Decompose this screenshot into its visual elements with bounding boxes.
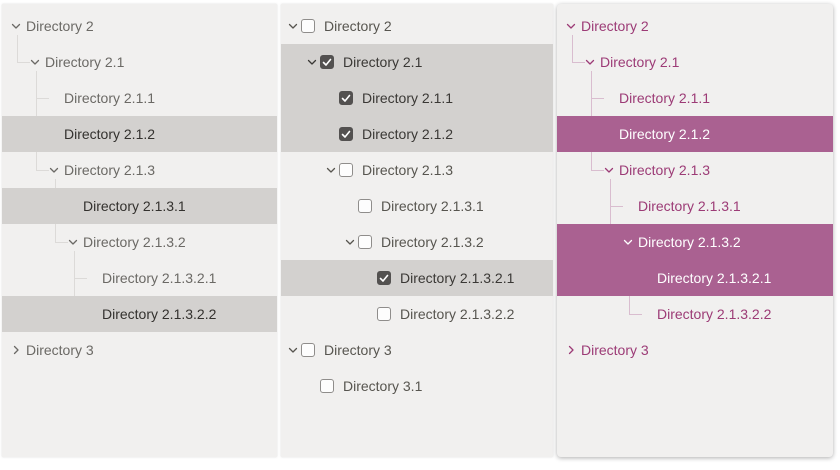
tree-item-label: Directory 3.1 xyxy=(343,378,423,394)
tree-item[interactable]: Directory 2.1.1 xyxy=(557,80,833,116)
tree-item-label: Directory 2.1.3.2.2 xyxy=(657,306,772,322)
tree-item[interactable]: Directory 2 xyxy=(2,8,277,44)
chevron-down-icon[interactable] xyxy=(306,56,320,68)
tree-rows: Directory 2 Directory 2.1 Directory 2.1.1 D… xyxy=(281,8,553,404)
tree-rows: Directory 2 Directory 2.1 Directory 2.1.1 D… xyxy=(2,8,277,368)
tree-item-label: Directory 2.1.3.2.2 xyxy=(400,306,515,322)
chevron-down-icon[interactable] xyxy=(287,344,301,356)
tree-panel-checkbox: Directory 2 Directory 2.1 Directory 2.1.1 D… xyxy=(281,4,553,457)
chevron-down-icon[interactable] xyxy=(603,164,619,176)
chevron-right-icon[interactable] xyxy=(10,344,26,356)
tree-item[interactable]: Directory 2 xyxy=(557,8,833,44)
tree-item[interactable]: Directory 2.1.3.2.1 xyxy=(2,260,277,296)
tree-item-label: Directory 2.1.1 xyxy=(362,90,454,106)
checkbox-unchecked[interactable] xyxy=(377,307,391,321)
tree-item-label: Directory 2 xyxy=(26,18,94,34)
checkbox-checked[interactable] xyxy=(339,127,353,141)
chevron-right-icon[interactable] xyxy=(565,344,581,356)
tree-item-label: Directory 2.1.2 xyxy=(362,126,454,142)
chevron-down-icon[interactable] xyxy=(67,236,83,248)
tree-item-label: Directory 2.1.3 xyxy=(64,162,156,178)
tree-item[interactable]: Directory 2.1.3.2 xyxy=(281,224,553,260)
tree-item-label: Directory 2.1.3.2.2 xyxy=(102,306,217,322)
tree-item[interactable]: Directory 3 xyxy=(557,332,833,368)
tree-item-label: Directory 2 xyxy=(324,18,392,34)
tree-item[interactable]: Directory 2.1 xyxy=(557,44,833,80)
tree-item-label: Directory 2.1.3.2.1 xyxy=(400,270,515,286)
tree-item[interactable]: Directory 2.1.3.2 xyxy=(557,224,833,260)
tree-item[interactable]: Directory 2.1.3.2.2 xyxy=(2,296,277,332)
chevron-down-icon[interactable] xyxy=(48,164,64,176)
checkbox-unchecked[interactable] xyxy=(358,235,372,249)
tree-panel-basic: Directory 2 Directory 2.1 Directory 2.1.1 D… xyxy=(2,4,277,457)
tree-item[interactable]: Directory 2.1.3.2.2 xyxy=(281,296,553,332)
chevron-down-icon[interactable] xyxy=(29,56,45,68)
tree-item[interactable]: Directory 2.1.3.2.1 xyxy=(281,260,553,296)
tree-item-label: Directory 2.1.3 xyxy=(362,162,454,178)
tree-item-label: Directory 2.1.2 xyxy=(619,126,711,142)
checkbox-checked[interactable] xyxy=(339,91,353,105)
chevron-down-icon[interactable] xyxy=(565,20,581,32)
tree-item[interactable]: Directory 2.1.3 xyxy=(557,152,833,188)
tree-item[interactable]: Directory 3 xyxy=(2,332,277,368)
tree-item-label: Directory 3 xyxy=(26,342,94,358)
tree-item[interactable]: Directory 2.1 xyxy=(281,44,553,80)
tree-item-label: Directory 2.1 xyxy=(343,54,423,70)
tree-item[interactable]: Directory 2.1.3.1 xyxy=(2,188,277,224)
tree-item-label: Directory 2.1.1 xyxy=(64,90,156,106)
tree-item-label: Directory 2.1.2 xyxy=(64,126,156,142)
checkbox-unchecked[interactable] xyxy=(358,199,372,213)
checkbox-unchecked[interactable] xyxy=(339,163,353,177)
tree-item-label: Directory 2.1 xyxy=(600,54,680,70)
tree-item[interactable]: Directory 2.1.2 xyxy=(557,116,833,152)
tree-panel-themed: Directory 2 Directory 2.1 Directory 2.1.1 D… xyxy=(557,4,833,457)
tree-item-label: Directory 2.1.3.2.1 xyxy=(102,270,217,286)
tree-item[interactable]: Directory 2.1.3.2 xyxy=(2,224,277,260)
tree-item[interactable]: Directory 2.1.3 xyxy=(281,152,553,188)
checkbox-checked[interactable] xyxy=(320,55,334,69)
tree-item[interactable]: Directory 2.1.1 xyxy=(281,80,553,116)
tree-item-label: Directory 2.1 xyxy=(45,54,125,70)
tree-item[interactable]: Directory 2.1.2 xyxy=(281,116,553,152)
tree-item[interactable]: Directory 2.1.1 xyxy=(2,80,277,116)
tree-item-label: Directory 2.1.1 xyxy=(619,90,711,106)
tree-rows: Directory 2 Directory 2.1 Directory 2.1.1 D… xyxy=(557,8,833,368)
chevron-down-icon[interactable] xyxy=(344,236,358,248)
chevron-down-icon[interactable] xyxy=(622,236,638,248)
tree-item-label: Directory 2.1.3.1 xyxy=(381,198,484,214)
tree-item[interactable]: Directory 3 xyxy=(281,332,553,368)
checkbox-checked[interactable] xyxy=(377,271,391,285)
tree-item[interactable]: Directory 2.1 xyxy=(2,44,277,80)
tree-item[interactable]: Directory 2.1.3.2.1 xyxy=(557,260,833,296)
tree-item-label: Directory 2.1.3.2 xyxy=(381,234,484,250)
checkbox-unchecked[interactable] xyxy=(320,379,334,393)
checkbox-unchecked[interactable] xyxy=(301,343,315,357)
tree-item-label: Directory 3 xyxy=(324,342,392,358)
tree-item-label: Directory 2.1.3.2 xyxy=(83,234,186,250)
tree-item[interactable]: Directory 3.1 xyxy=(281,368,553,404)
checkbox-unchecked[interactable] xyxy=(301,19,315,33)
tree-item[interactable]: Directory 2.1.3 xyxy=(2,152,277,188)
tree-item-label: Directory 2.1.3.1 xyxy=(638,198,741,214)
tree-item-label: Directory 2.1.3.2 xyxy=(638,234,741,250)
tree-item[interactable]: Directory 2.1.3.1 xyxy=(557,188,833,224)
chevron-down-icon[interactable] xyxy=(325,164,339,176)
tree-item-label: Directory 3 xyxy=(581,342,649,358)
tree-item[interactable]: Directory 2.1.3.1 xyxy=(281,188,553,224)
chevron-down-icon[interactable] xyxy=(287,20,301,32)
tree-item[interactable]: Directory 2.1.3.2.2 xyxy=(557,296,833,332)
chevron-down-icon[interactable] xyxy=(584,56,600,68)
tree-item-label: Directory 2 xyxy=(581,18,649,34)
tree-item-label: Directory 2.1.3.2.1 xyxy=(657,270,772,286)
chevron-down-icon[interactable] xyxy=(10,20,26,32)
tree-item-label: Directory 2.1.3 xyxy=(619,162,711,178)
tree-item[interactable]: Directory 2.1.2 xyxy=(2,116,277,152)
tree-item[interactable]: Directory 2 xyxy=(281,8,553,44)
tree-item-label: Directory 2.1.3.1 xyxy=(83,198,186,214)
